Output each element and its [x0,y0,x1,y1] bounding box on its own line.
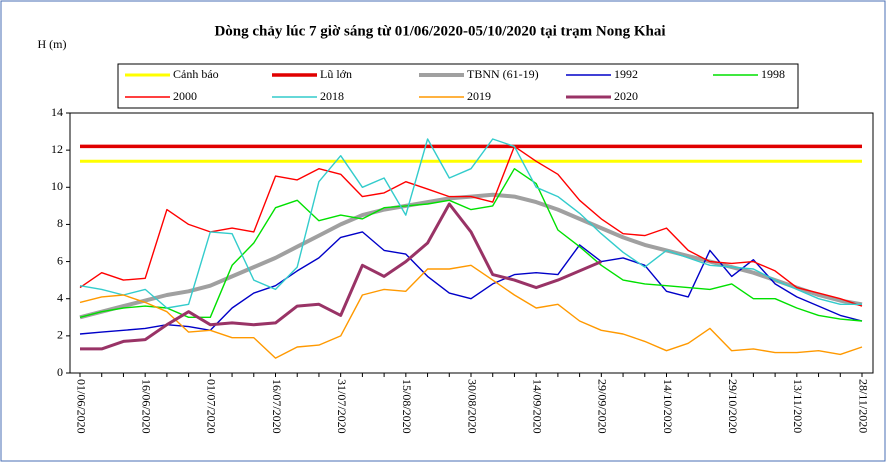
x-tick-label: 16/06/2020 [139,379,153,434]
legend-label: 2019 [467,89,491,103]
x-tick-label: 30/08/2020 [465,379,479,434]
x-tick-label: 01/07/2020 [205,379,219,434]
x-tick-label: 31/07/2020 [335,379,349,434]
y-tick-label: 8 [57,216,63,230]
y-tick-label: 0 [57,365,63,379]
x-tick-label: 01/06/2020 [74,379,88,434]
y-tick-label: 14 [51,105,63,119]
x-tick-label: 29/10/2020 [726,379,740,434]
legend [117,63,799,109]
y-tick-label: 10 [51,179,63,193]
legend-label: Cảnh báo [173,67,219,81]
x-tick-label: 16/07/2020 [270,379,284,434]
legend-label: 1992 [614,67,638,81]
y-tick-label: 6 [57,253,63,267]
x-tick-label: 28/11/2020 [856,379,870,433]
series-line [80,202,602,351]
y-tick-label: 12 [51,142,63,156]
x-tick-label: 29/09/2020 [596,379,610,434]
y-tick-label: 2 [57,328,63,342]
legend-label: TBNN (61-19) [467,67,539,81]
series-line [79,138,862,309]
legend-label: 2020 [614,89,638,103]
y-axis-label: H (m) [38,37,67,51]
x-tick-label: 14/10/2020 [661,379,675,434]
legend-label: 2018 [320,89,344,103]
legend-label: Lũ lớn [320,67,352,81]
legend-label: 2000 [173,89,197,103]
legend-label: 1998 [761,67,785,81]
y-tick-label: 4 [57,290,63,304]
x-tick-label: 13/11/2020 [791,379,805,433]
series-line [79,168,863,322]
series-line [79,264,863,359]
x-tick-label: 14/09/2020 [530,379,544,434]
chart-title: Dòng chảy lúc 7 giờ sáng từ 01/06/2020-0… [214,23,665,39]
x-tick-label: 15/08/2020 [400,379,414,434]
